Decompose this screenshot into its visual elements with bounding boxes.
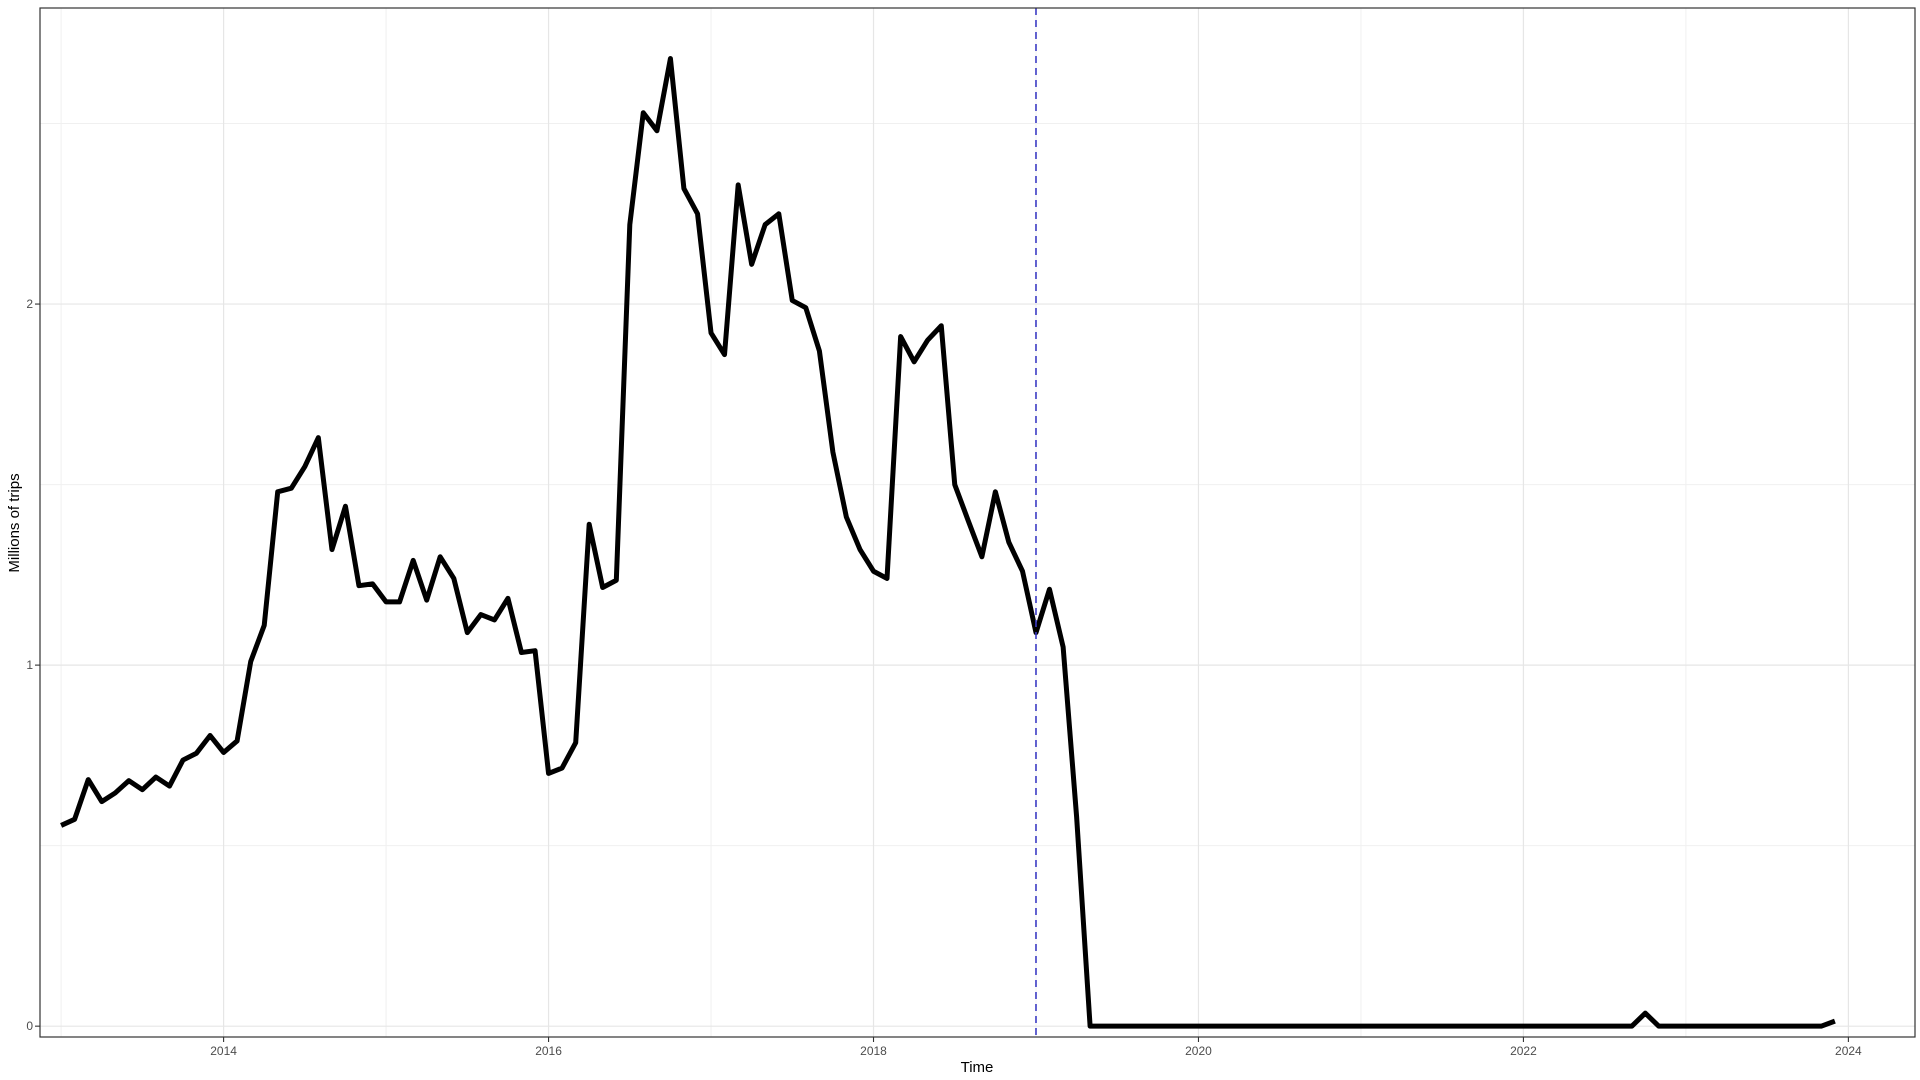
plot-panel-background: [40, 8, 1915, 1037]
x-axis-title: Time: [961, 1059, 994, 1076]
series-line: [60, 56, 1836, 1029]
y-tick-label: 2: [26, 297, 33, 311]
x-axis-ticks: 2014 2016 2018 2020 2022 2024: [210, 1037, 1862, 1058]
grid-lines: [40, 8, 1915, 1037]
x-tick-label: 2016: [535, 1044, 562, 1058]
x-tick-label: 2018: [860, 1044, 887, 1058]
x-tick-label: 2014: [210, 1044, 237, 1058]
x-tick-label: 2020: [1185, 1044, 1212, 1058]
x-tick-label: 2024: [1835, 1044, 1862, 1058]
y-axis-ticks: 0 1 2: [26, 297, 40, 1033]
series-group: [60, 56, 1836, 1029]
y-axis-title: Millions of trips: [6, 473, 23, 572]
plot-panel-border: [39, 7, 1916, 1038]
data-layer: [60, 8, 1836, 1037]
y-tick-label: 0: [26, 1019, 33, 1033]
x-tick-label: 2022: [1510, 1044, 1537, 1058]
y-tick-label: 1: [26, 658, 33, 672]
